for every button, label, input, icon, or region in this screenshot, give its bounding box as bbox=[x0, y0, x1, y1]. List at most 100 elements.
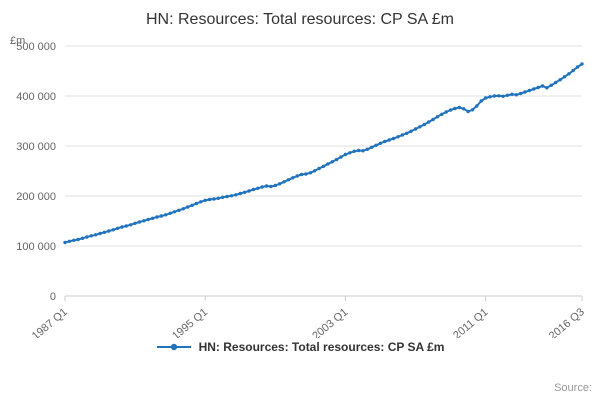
data-point bbox=[527, 88, 532, 93]
data-point bbox=[155, 215, 159, 219]
data-point bbox=[111, 228, 115, 232]
data-point bbox=[519, 91, 523, 96]
data-point bbox=[295, 174, 299, 178]
data-point bbox=[558, 78, 562, 82]
data-point bbox=[273, 183, 277, 188]
x-tick-label: 1987 Q1 bbox=[30, 306, 70, 338]
data-point bbox=[567, 72, 571, 76]
x-tick-label: 1995 Q1 bbox=[170, 306, 210, 338]
data-point bbox=[85, 235, 89, 239]
data-point bbox=[247, 189, 251, 193]
data-point bbox=[383, 139, 387, 144]
legend-marker-dot bbox=[170, 343, 177, 351]
data-point bbox=[532, 87, 536, 91]
data-point bbox=[448, 108, 453, 112]
data-point bbox=[216, 196, 220, 200]
data-point bbox=[339, 155, 343, 159]
data-point bbox=[207, 197, 212, 202]
data-point bbox=[159, 214, 164, 218]
series-line bbox=[64, 63, 583, 244]
data-point bbox=[308, 171, 313, 175]
series-total-resources bbox=[63, 62, 584, 245]
data-point bbox=[225, 194, 229, 199]
data-point bbox=[321, 164, 326, 168]
data-point bbox=[212, 197, 216, 201]
data-point bbox=[177, 208, 181, 212]
legend[interactable]: HN: Resources: Total resources: CP SA £m bbox=[0, 340, 600, 354]
data-point bbox=[194, 201, 199, 206]
data-point bbox=[418, 125, 422, 129]
y-tick-label: 400 000 bbox=[16, 91, 56, 103]
data-point bbox=[317, 166, 321, 171]
data-point bbox=[400, 133, 405, 137]
data-point bbox=[146, 217, 150, 222]
data-point bbox=[251, 187, 256, 192]
data-point bbox=[76, 237, 80, 242]
data-point bbox=[562, 75, 567, 79]
data-point bbox=[352, 149, 356, 153]
data-point bbox=[150, 216, 155, 220]
data-point bbox=[374, 143, 378, 147]
data-point bbox=[361, 149, 365, 153]
data-point bbox=[186, 205, 190, 209]
data-point bbox=[505, 93, 510, 97]
data-point bbox=[523, 90, 527, 94]
data-point bbox=[348, 151, 352, 155]
data-point bbox=[409, 129, 413, 133]
data-point bbox=[575, 65, 580, 69]
data-point bbox=[190, 203, 194, 207]
data-point bbox=[356, 148, 361, 153]
data-point bbox=[142, 219, 146, 223]
data-point bbox=[479, 99, 483, 103]
data-point bbox=[405, 131, 409, 135]
chart-title: HN: Resources: Total resources: CP SA £m bbox=[146, 11, 454, 28]
data-point bbox=[326, 162, 330, 166]
data-point bbox=[396, 135, 400, 139]
data-point bbox=[89, 234, 94, 238]
data-point bbox=[63, 240, 67, 245]
x-tick-label: 2011 Q1 bbox=[451, 306, 490, 338]
gridlines bbox=[65, 45, 582, 297]
data-point bbox=[435, 115, 440, 119]
line-chart: 0 100 000 200 000 300 000 400 000 500 000 1987… bbox=[16, 41, 587, 338]
data-point bbox=[260, 185, 264, 189]
data-point bbox=[536, 85, 540, 90]
data-point bbox=[549, 83, 553, 87]
data-point bbox=[571, 68, 575, 73]
data-point bbox=[269, 184, 273, 189]
data-point bbox=[282, 180, 286, 184]
data-point bbox=[129, 223, 133, 227]
data-point bbox=[278, 182, 282, 186]
data-point bbox=[124, 224, 128, 228]
data-point bbox=[431, 117, 435, 122]
data-point bbox=[229, 194, 234, 198]
data-point bbox=[238, 191, 242, 196]
data-point bbox=[94, 233, 98, 237]
data-point bbox=[413, 127, 418, 131]
data-point bbox=[462, 107, 466, 111]
source-label: Source: bbox=[554, 382, 592, 394]
data-point bbox=[514, 93, 518, 97]
data-point bbox=[334, 157, 339, 162]
data-point bbox=[133, 221, 137, 225]
data-point bbox=[453, 106, 457, 111]
data-point bbox=[172, 210, 177, 214]
data-point bbox=[444, 110, 448, 114]
data-point bbox=[387, 138, 391, 142]
data-point bbox=[488, 95, 492, 99]
data-point bbox=[475, 104, 479, 108]
data-point bbox=[221, 195, 225, 199]
data-point bbox=[470, 108, 475, 112]
y-tick-label: 200 000 bbox=[16, 191, 56, 203]
data-point bbox=[115, 226, 120, 230]
data-point bbox=[199, 200, 203, 204]
data-point bbox=[120, 225, 124, 229]
data-point bbox=[554, 80, 558, 85]
data-point bbox=[80, 236, 85, 240]
legend-label: HN: Resources: Total resources: CP SA £m bbox=[198, 340, 445, 354]
data-point bbox=[457, 105, 461, 110]
data-point bbox=[391, 136, 396, 141]
y-tick-label: 0 bbox=[50, 291, 56, 303]
y-axis-tick-labels: 0 100 000 200 000 300 000 400 000 500 000 bbox=[16, 41, 56, 303]
